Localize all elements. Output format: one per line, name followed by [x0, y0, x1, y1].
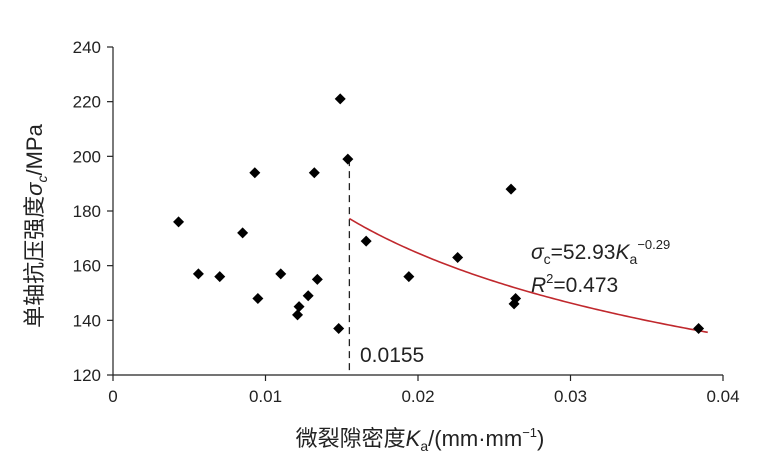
- data-point: [275, 268, 287, 280]
- data-point: [311, 273, 323, 285]
- x-tick-label: 0.04: [706, 387, 739, 406]
- axes: [112, 47, 723, 376]
- data-point: [334, 93, 346, 105]
- fit-equation-k: K: [616, 241, 631, 264]
- y-axis-title-main: 单轴抗压强度: [22, 196, 47, 328]
- fit-curve-path: [348, 217, 708, 334]
- fit-r-squared: R2=0.473: [531, 271, 618, 297]
- x-tick-label: 0: [108, 387, 117, 406]
- x-axis-title-sub: a: [420, 438, 428, 454]
- data-point: [293, 301, 305, 313]
- fit-equation: σc=52.93Ka−0.29: [531, 237, 670, 267]
- x-axis-title-unit-sup: −1: [522, 425, 537, 440]
- data-point: [333, 323, 345, 335]
- y-axis-title-sub: c: [34, 176, 50, 183]
- data-point: [192, 268, 204, 280]
- data-point: [173, 216, 185, 228]
- y-tick-label: 220: [73, 93, 101, 112]
- fit-r-squared-r: R: [531, 274, 546, 297]
- data-point: [505, 183, 517, 195]
- data-point: [342, 153, 354, 165]
- data-points: [173, 93, 705, 335]
- data-point: [214, 271, 226, 283]
- y-tick-label: 200: [73, 147, 101, 166]
- x-axis-title-var: K: [406, 426, 422, 451]
- fit-r-squared-rest: =0.473: [553, 274, 618, 297]
- threshold-label: 0.0155: [360, 344, 424, 367]
- data-point: [693, 323, 705, 335]
- data-point: [252, 292, 264, 304]
- data-point: [452, 251, 464, 263]
- y-tick-label: 120: [73, 366, 101, 385]
- y-tick-label: 160: [73, 257, 101, 276]
- fit-equation-var-sub: c: [544, 251, 551, 267]
- x-axis-title: 微裂隙密度Ka/(mm·mm−1): [296, 425, 545, 454]
- x-tick-label: 0.01: [249, 387, 282, 406]
- data-point: [308, 167, 320, 179]
- x-axis-title-main: 微裂隙密度: [296, 426, 406, 451]
- data-point: [360, 235, 372, 247]
- fit-r-squared-sup: 2: [546, 271, 553, 286]
- x-axis-title-unit-close: ): [537, 426, 544, 451]
- fit-curve: [348, 217, 708, 334]
- y-axis-title: 单轴抗压强度σc/MPa: [22, 123, 50, 327]
- fit-equation-k-sup: −0.29: [637, 237, 670, 252]
- y-tick-label: 240: [73, 38, 101, 57]
- x-axis-title-unit-open: /(mm·mm: [428, 426, 522, 451]
- y-tick-label: 180: [73, 202, 101, 221]
- data-point: [403, 271, 415, 283]
- y-axis-title-var: σ: [22, 182, 47, 196]
- fit-equation-mid: =52.93: [551, 241, 616, 264]
- y-axis-title-unit: /MPa: [22, 123, 47, 175]
- x-tick-label: 0.03: [554, 387, 587, 406]
- data-point: [249, 167, 261, 179]
- data-point: [302, 290, 314, 302]
- data-point: [510, 292, 522, 304]
- x-tick-label: 0.02: [401, 387, 434, 406]
- data-point: [292, 309, 304, 321]
- y-tick-label: 140: [73, 311, 101, 330]
- fit-equation-var: σ: [531, 241, 545, 264]
- fit-equation-k-sub: a: [630, 251, 638, 267]
- x-axis-ticks: 0 0.01 0.02 0.03 0.04: [108, 375, 740, 406]
- data-point: [237, 227, 249, 239]
- y-axis-ticks: 120 140 160 180 200 220 240: [73, 38, 113, 385]
